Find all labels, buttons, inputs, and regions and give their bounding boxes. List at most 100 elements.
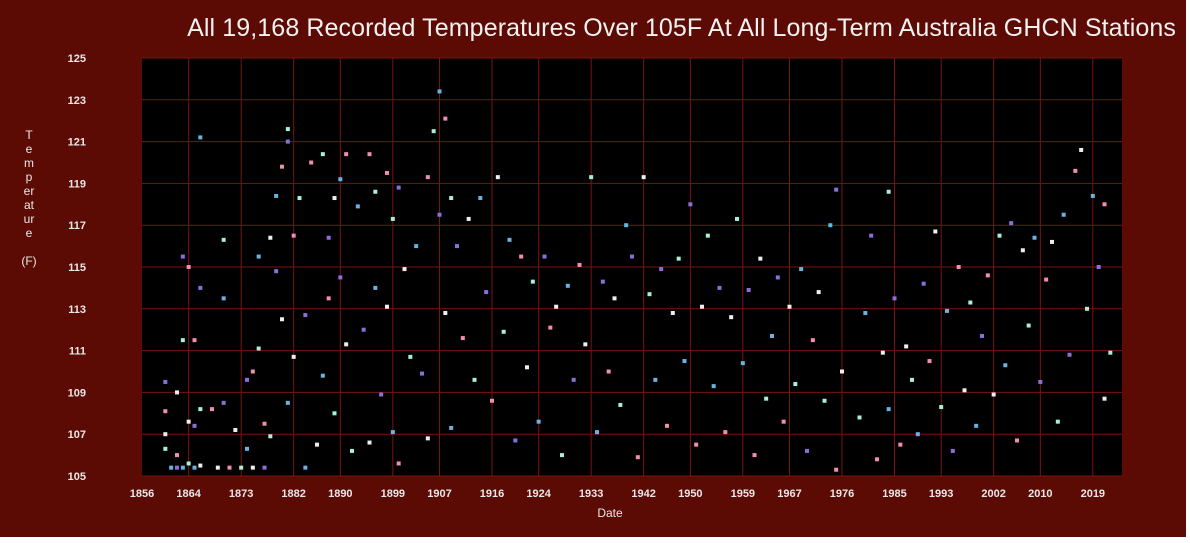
data-point xyxy=(641,175,646,180)
data-point xyxy=(1020,248,1025,253)
data-point xyxy=(367,440,372,445)
data-point xyxy=(215,465,220,470)
data-point xyxy=(595,430,599,435)
data-point xyxy=(1067,352,1072,357)
data-point xyxy=(396,461,401,466)
data-point xyxy=(198,135,203,140)
data-point xyxy=(350,448,354,453)
data-point xyxy=(268,235,273,240)
data-point xyxy=(373,189,378,194)
data-point xyxy=(268,434,273,439)
data-point xyxy=(1003,363,1008,368)
data-point xyxy=(583,342,588,347)
data-point xyxy=(175,390,179,395)
data-point xyxy=(939,405,944,410)
data-point xyxy=(274,193,279,198)
data-point xyxy=(775,275,780,280)
data-point xyxy=(472,377,477,382)
data-point xyxy=(495,175,500,180)
data-point xyxy=(385,304,389,309)
data-point xyxy=(589,175,594,180)
y-tick-label: 109 xyxy=(68,387,86,399)
data-point xyxy=(490,398,494,403)
data-point xyxy=(297,196,302,201)
x-tick-label: 1933 xyxy=(579,488,603,500)
data-point xyxy=(1009,221,1014,226)
data-point xyxy=(822,398,827,403)
data-point xyxy=(361,327,366,332)
y-tick-label: 111 xyxy=(69,346,86,358)
data-point xyxy=(565,283,570,288)
data-point xyxy=(425,436,430,441)
y-tick-label: 121 xyxy=(68,137,86,149)
data-point xyxy=(1079,147,1084,152)
data-point xyxy=(828,223,833,228)
data-point xyxy=(373,285,378,290)
data-point xyxy=(711,384,716,389)
data-point xyxy=(834,187,839,192)
x-tick-labels: 1856 1864 1873 1882 1890 1899 1907 1916 1924 1933… xyxy=(130,488,1105,500)
data-point xyxy=(385,170,389,175)
data-point xyxy=(974,423,979,428)
data-point xyxy=(758,256,763,261)
data-point xyxy=(280,317,284,322)
data-point xyxy=(390,430,395,435)
data-point xyxy=(606,369,611,374)
data-point xyxy=(221,296,226,301)
data-point xyxy=(980,333,984,338)
data-point xyxy=(175,453,179,458)
data-point xyxy=(460,336,465,341)
data-point xyxy=(542,254,547,259)
data-point xyxy=(1015,438,1019,443)
data-point xyxy=(781,419,786,424)
x-axis-label: Date xyxy=(597,506,623,520)
data-point xyxy=(536,419,541,424)
data-point xyxy=(810,338,815,343)
data-point xyxy=(198,407,203,412)
data-point xyxy=(425,175,430,180)
data-point xyxy=(880,350,885,355)
x-tick-label: 2002 xyxy=(981,488,1005,500)
x-tick-label: 1950 xyxy=(678,488,702,500)
data-point xyxy=(764,396,769,401)
data-point xyxy=(816,290,821,295)
data-point xyxy=(746,287,751,292)
data-point xyxy=(869,233,874,238)
data-point xyxy=(175,465,179,470)
data-point xyxy=(443,116,448,121)
data-point xyxy=(904,344,909,349)
x-tick-label: 2010 xyxy=(1028,488,1052,500)
data-points xyxy=(163,89,1113,472)
data-point xyxy=(787,304,792,309)
data-point xyxy=(309,160,314,165)
data-point xyxy=(577,262,582,267)
data-point xyxy=(571,377,576,382)
data-point xyxy=(163,432,168,437)
data-point xyxy=(921,281,926,286)
data-point xyxy=(857,415,862,420)
data-point xyxy=(1044,277,1049,282)
data-point xyxy=(192,423,197,428)
x-tick-label: 1942 xyxy=(631,488,655,500)
data-point xyxy=(548,325,553,330)
data-point xyxy=(180,465,185,470)
y-axis-label-unit: (F) xyxy=(21,254,37,268)
data-point xyxy=(618,402,623,407)
x-tick-label: 1864 xyxy=(176,488,201,500)
y-tick-label: 107 xyxy=(68,429,86,441)
data-point xyxy=(221,400,226,405)
x-tick-label: 1899 xyxy=(381,488,405,500)
data-point xyxy=(163,409,168,414)
data-point xyxy=(291,233,296,238)
data-point xyxy=(1055,419,1060,424)
data-point xyxy=(513,438,518,443)
data-point xyxy=(245,446,249,451)
data-point xyxy=(991,392,996,397)
data-point xyxy=(180,338,185,343)
data-point xyxy=(700,304,704,309)
data-point xyxy=(892,296,897,301)
y-tick-label: 105 xyxy=(68,471,86,483)
data-point xyxy=(519,254,524,259)
grid-lines xyxy=(142,57,1122,477)
data-point xyxy=(250,369,255,374)
